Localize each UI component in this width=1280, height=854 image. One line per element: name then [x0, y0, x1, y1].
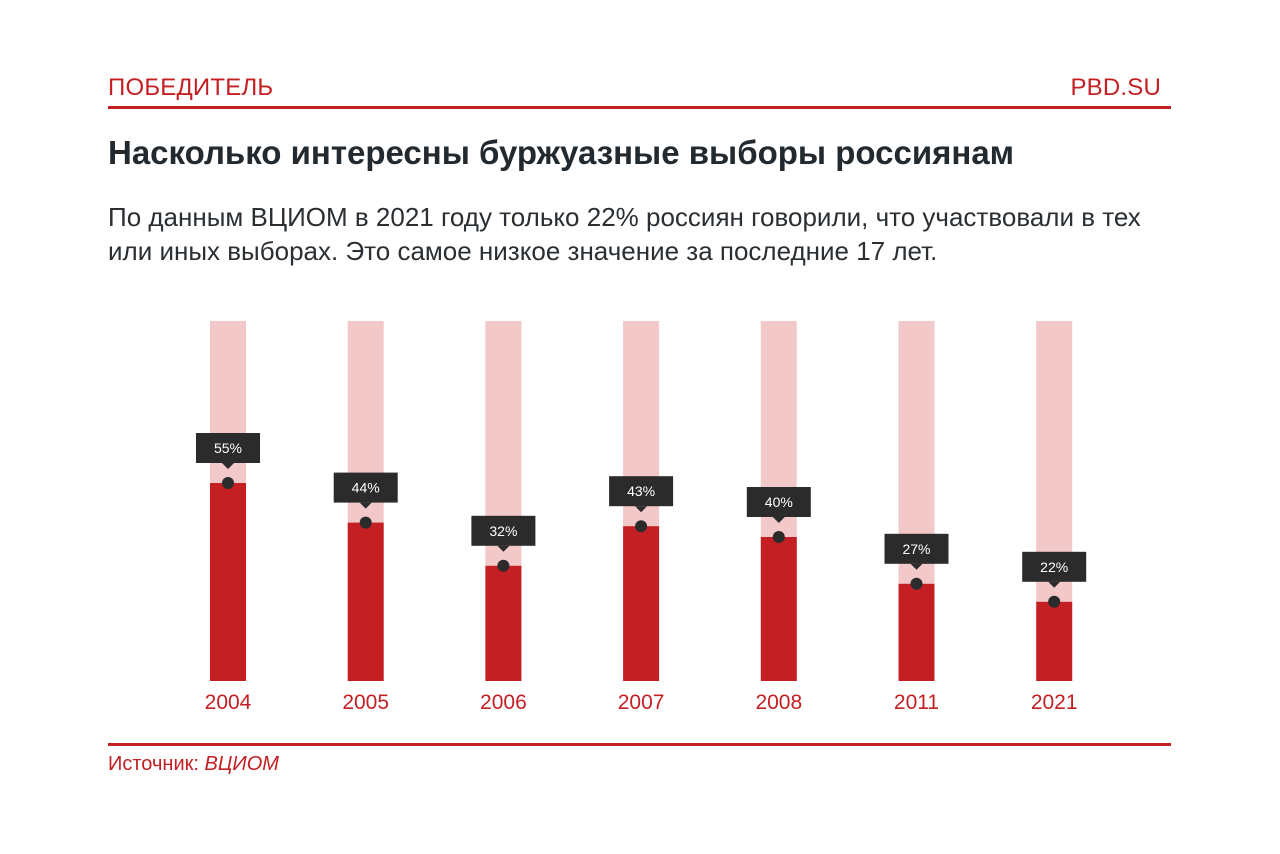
brand-name: ПОБЕДИТЕЛЬ — [108, 74, 274, 101]
value-label-box-2021 — [1022, 551, 1087, 582]
value-label-box-2007 — [609, 476, 674, 507]
x-tick-label-2004: 2004 — [205, 691, 252, 714]
value-dot-2004 — [222, 477, 234, 489]
bar-2011 — [898, 583, 935, 681]
value-label-box-2011 — [884, 533, 949, 564]
value-label-2005: 44% — [352, 480, 380, 496]
bar-group-2008: 40% 2008 — [746, 321, 811, 714]
value-label-2006: 32% — [489, 523, 517, 539]
value-label-pointer-2007 — [635, 506, 648, 513]
value-label-pointer-2004 — [222, 463, 234, 469]
value-label-2004: 55% — [214, 440, 242, 456]
value-label-2007: 43% — [627, 483, 655, 499]
value-dot-2007 — [635, 520, 648, 533]
x-tick-label-2006: 2006 — [480, 691, 527, 714]
bar-2008 — [760, 537, 797, 681]
bar-2021 — [1036, 601, 1073, 681]
value-dot-2008 — [772, 531, 785, 543]
value-label-box-2004 — [196, 433, 260, 463]
value-label-pointer-2005 — [359, 502, 372, 509]
x-tick-label-2007: 2007 — [618, 691, 665, 714]
value-label-box-2008 — [746, 487, 811, 517]
bar-group-2007: 43% 2007 — [609, 321, 674, 714]
bar-group-2005: 44% 2005 — [333, 321, 398, 714]
bar-2004 — [210, 483, 246, 681]
site-name: PBD.SU — [1070, 74, 1161, 101]
bar-group-2006: 32% 2006 — [471, 321, 536, 714]
x-tick-label-2021: 2021 — [1031, 691, 1078, 714]
source-value: ВЦИОМ — [204, 753, 279, 775]
bar-group-2004: 55% 2004 — [196, 321, 260, 714]
bar-group-2011: 27% 2011 — [884, 321, 949, 714]
bar-group-2021: 22% 2021 — [1022, 321, 1087, 714]
source-label: Источник: — [108, 753, 205, 775]
header: ПОБЕДИТЕЛЬ PBD.SU — [108, 72, 1171, 109]
value-label-2008: 40% — [765, 494, 793, 510]
x-tick-label-2011: 2011 — [894, 691, 939, 714]
x-tick-label-2005: 2005 — [342, 691, 389, 714]
x-tick-label-2008: 2008 — [755, 691, 802, 714]
value-dot-2005 — [359, 516, 372, 529]
value-label-pointer-2011 — [910, 563, 923, 570]
bar-2006 — [485, 565, 522, 681]
value-label-pointer-2021 — [1048, 581, 1061, 588]
value-label-box-2006 — [471, 515, 536, 546]
bar-2007 — [623, 526, 660, 681]
bar-2005 — [347, 522, 384, 681]
value-label-pointer-2006 — [497, 545, 510, 552]
value-dot-2021 — [1048, 595, 1061, 608]
page-subtitle: По данным ВЦИОМ в 2021 году только 22% р… — [108, 202, 1141, 266]
page-title: Насколько интересны буржуазные выборы ро… — [108, 134, 1015, 171]
value-dot-2011 — [910, 577, 923, 590]
value-label-2021: 22% — [1040, 559, 1068, 575]
value-label-2011: 27% — [902, 541, 930, 557]
value-label-pointer-2008 — [772, 517, 785, 523]
source-line: Источник: ВЦИОМ — [108, 753, 279, 776]
value-label-box-2005 — [333, 472, 398, 503]
value-dot-2006 — [497, 559, 510, 572]
footer-divider — [108, 743, 1171, 746]
